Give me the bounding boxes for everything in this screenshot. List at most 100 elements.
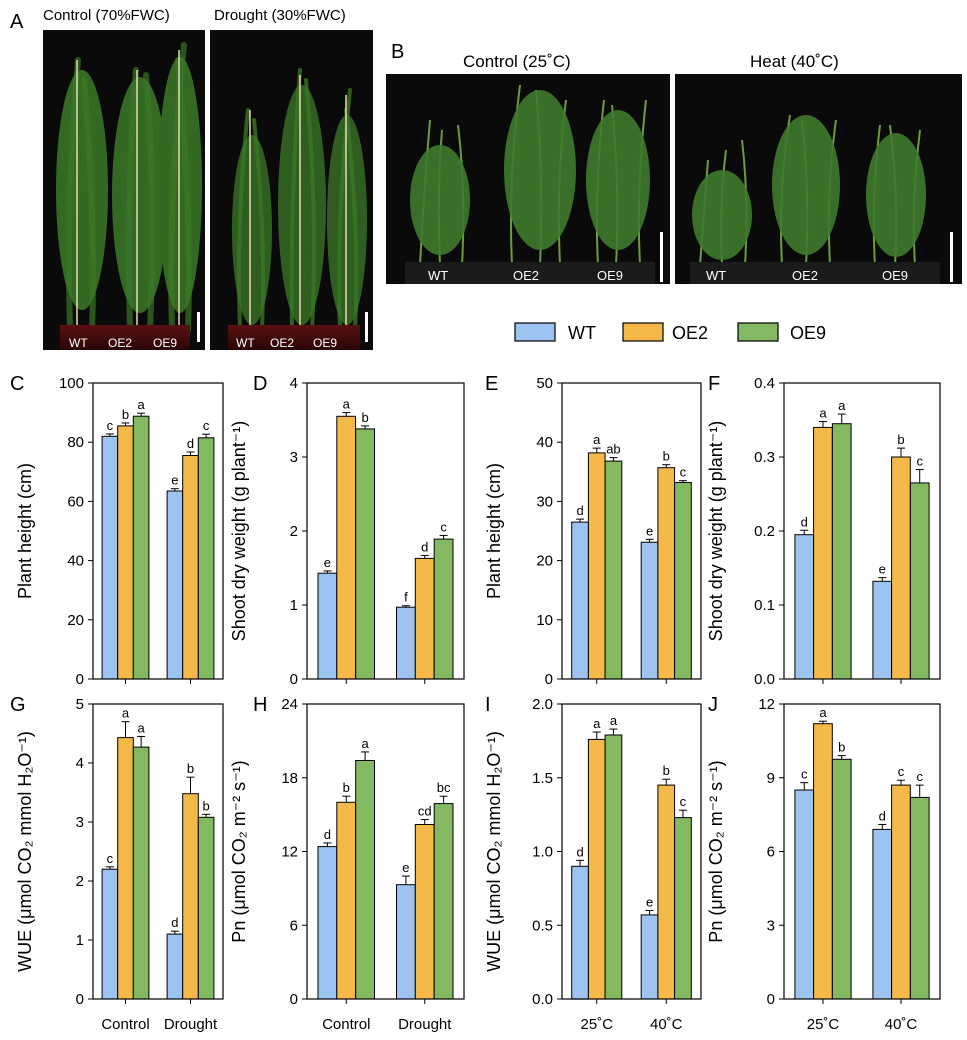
x-tick-label: Drought: [164, 1016, 218, 1033]
panel-letter-J: J: [708, 694, 718, 716]
bar-oe2-0: [813, 426, 833, 680]
panel-letter-I: I: [485, 694, 491, 716]
chart-I: Id a a 25˚C e b c 40˚C 0.0 0.5 1.0 1.5 2.0 WUE (μmol …: [484, 694, 702, 1033]
y-tick-label: 0: [767, 991, 775, 1008]
significance-letter: b: [122, 407, 129, 422]
photo-a-drought-title: Drought (30%FWC): [214, 7, 346, 24]
photo-b-control-genotype-oe2: OE2: [513, 268, 539, 283]
bar-oe2-0: [587, 738, 606, 1000]
photo-a-drought-genotype-oe9: OE9: [313, 336, 337, 350]
y-tick-label: 0: [76, 671, 84, 688]
y-tick-label: 0: [290, 991, 298, 1008]
y-tick-label: 20: [67, 612, 84, 629]
bar-wt-1: [396, 884, 416, 1000]
bar-oe9-1: [197, 816, 215, 1000]
significance-letter: b: [187, 761, 194, 776]
photo-b-heat: WT OE2 OE9: [675, 74, 962, 284]
significance-letter: ab: [606, 442, 620, 457]
bar-oe9-1: [674, 817, 692, 1000]
y-axis-label: Shoot dry weight (g plant⁻¹): [229, 421, 249, 642]
significance-letter: e: [646, 523, 653, 538]
bar-oe2-0: [117, 425, 134, 680]
significance-letter: c: [916, 454, 923, 469]
significance-letter: a: [137, 720, 145, 735]
y-axis-label: WUE (μmol CO₂ mmol H₂O⁻¹): [15, 731, 35, 972]
bar-oe2-0: [336, 415, 357, 680]
significance-letter: c: [440, 519, 447, 534]
y-axis-label: Pn (μmol CO₂ m⁻² s⁻¹): [229, 760, 249, 942]
bar-wt-0: [317, 846, 338, 1000]
bar-oe9-0: [355, 760, 376, 1000]
bar-wt-0: [571, 521, 589, 680]
y-tick-label: 3: [290, 449, 298, 466]
significance-letter: a: [122, 706, 130, 721]
y-tick-label: 1.5: [532, 770, 553, 787]
bar-oe9-1: [433, 538, 454, 680]
chart-F: Fd a a e bc 0.0 0.1 0.2 0.3 0.4 Shoot dry weight (…: [706, 373, 941, 688]
bar-wt-1: [872, 580, 893, 680]
y-tick-label: 5: [76, 696, 84, 713]
photo-b-heat-genotype-oe2: OE2: [792, 268, 818, 283]
bar-oe9-0: [604, 460, 623, 680]
legend-label-wt: WT: [568, 323, 596, 343]
bar-wt-0: [317, 572, 338, 680]
significance-letter: d: [576, 503, 583, 518]
photo-b-control-genotype-wt: WT: [428, 268, 448, 283]
significance-letter: b: [897, 432, 904, 447]
y-axis-label: Pn (μmol CO₂ m⁻² s⁻¹): [706, 760, 726, 942]
significance-letter: a: [593, 716, 601, 731]
bar-oe2-1: [657, 467, 676, 680]
y-tick-label: 1.0: [532, 844, 553, 861]
bar-oe9-0: [132, 415, 150, 680]
y-tick-label: 3: [767, 917, 775, 934]
photo-b-control-title: Control (25˚C): [463, 52, 571, 71]
x-tick-label: 40˚C: [650, 1016, 683, 1033]
y-tick-label: 24: [281, 696, 298, 713]
significance-letter: c: [916, 769, 923, 784]
panel-letter-D: D: [253, 373, 267, 395]
bar-oe9-1: [909, 482, 930, 680]
x-tick-label: 25˚C: [580, 1016, 613, 1033]
panel-letter-F: F: [708, 373, 720, 395]
bar-oe9-0: [831, 423, 852, 680]
plot-frame: [561, 382, 702, 680]
y-tick-label: 2.0: [532, 696, 553, 713]
significance-letter: a: [593, 432, 601, 447]
significance-letter: c: [107, 418, 114, 433]
x-tick-label: Drought: [398, 1016, 452, 1033]
significance-letter: c: [898, 764, 905, 779]
significance-letter: d: [421, 539, 428, 554]
y-tick-label: 0.1: [754, 597, 775, 614]
significance-letter: a: [819, 405, 827, 420]
significance-letter: c: [680, 465, 687, 480]
bar-wt-0: [101, 435, 119, 680]
significance-letter: d: [801, 514, 808, 529]
y-tick-label: 0: [76, 991, 84, 1008]
legend-swatch-wt: [514, 322, 556, 342]
y-tick-label: 40: [536, 434, 553, 451]
chart-G: Gc aa Control d b b Drought 0 1 2 3 4 5 WUE (μmol CO₂…: [10, 694, 224, 1033]
y-tick-label: 4: [76, 755, 84, 772]
bar-oe9-0: [355, 428, 376, 680]
y-axis-label: WUE (μmol CO₂ mmol H₂O⁻¹): [484, 731, 504, 972]
bar-oe2-1: [414, 557, 435, 680]
significance-letter: d: [324, 827, 331, 842]
x-tick-label: Control: [322, 1016, 370, 1033]
bar-oe9-1: [909, 796, 930, 1000]
chart-E: Ed aab e bc 0 10 20 30 40 50 Plant height (cm): [484, 373, 702, 688]
panel-letter-A: A: [10, 11, 24, 33]
photo-a-drought: WT OE2 OE9: [210, 30, 373, 350]
bar-oe9-1: [433, 803, 454, 1000]
significance-letter: b: [343, 780, 350, 795]
y-tick-label: 40: [67, 553, 84, 570]
bar-wt-1: [640, 914, 659, 1000]
photo-a-control: WT OE2 OE9: [43, 30, 205, 350]
bar-oe2-0: [336, 801, 357, 1000]
y-tick-label: 0.4: [754, 375, 775, 392]
significance-letter: f: [404, 590, 408, 605]
y-tick-label: 100: [59, 375, 84, 392]
bar-oe9-1: [674, 482, 692, 680]
